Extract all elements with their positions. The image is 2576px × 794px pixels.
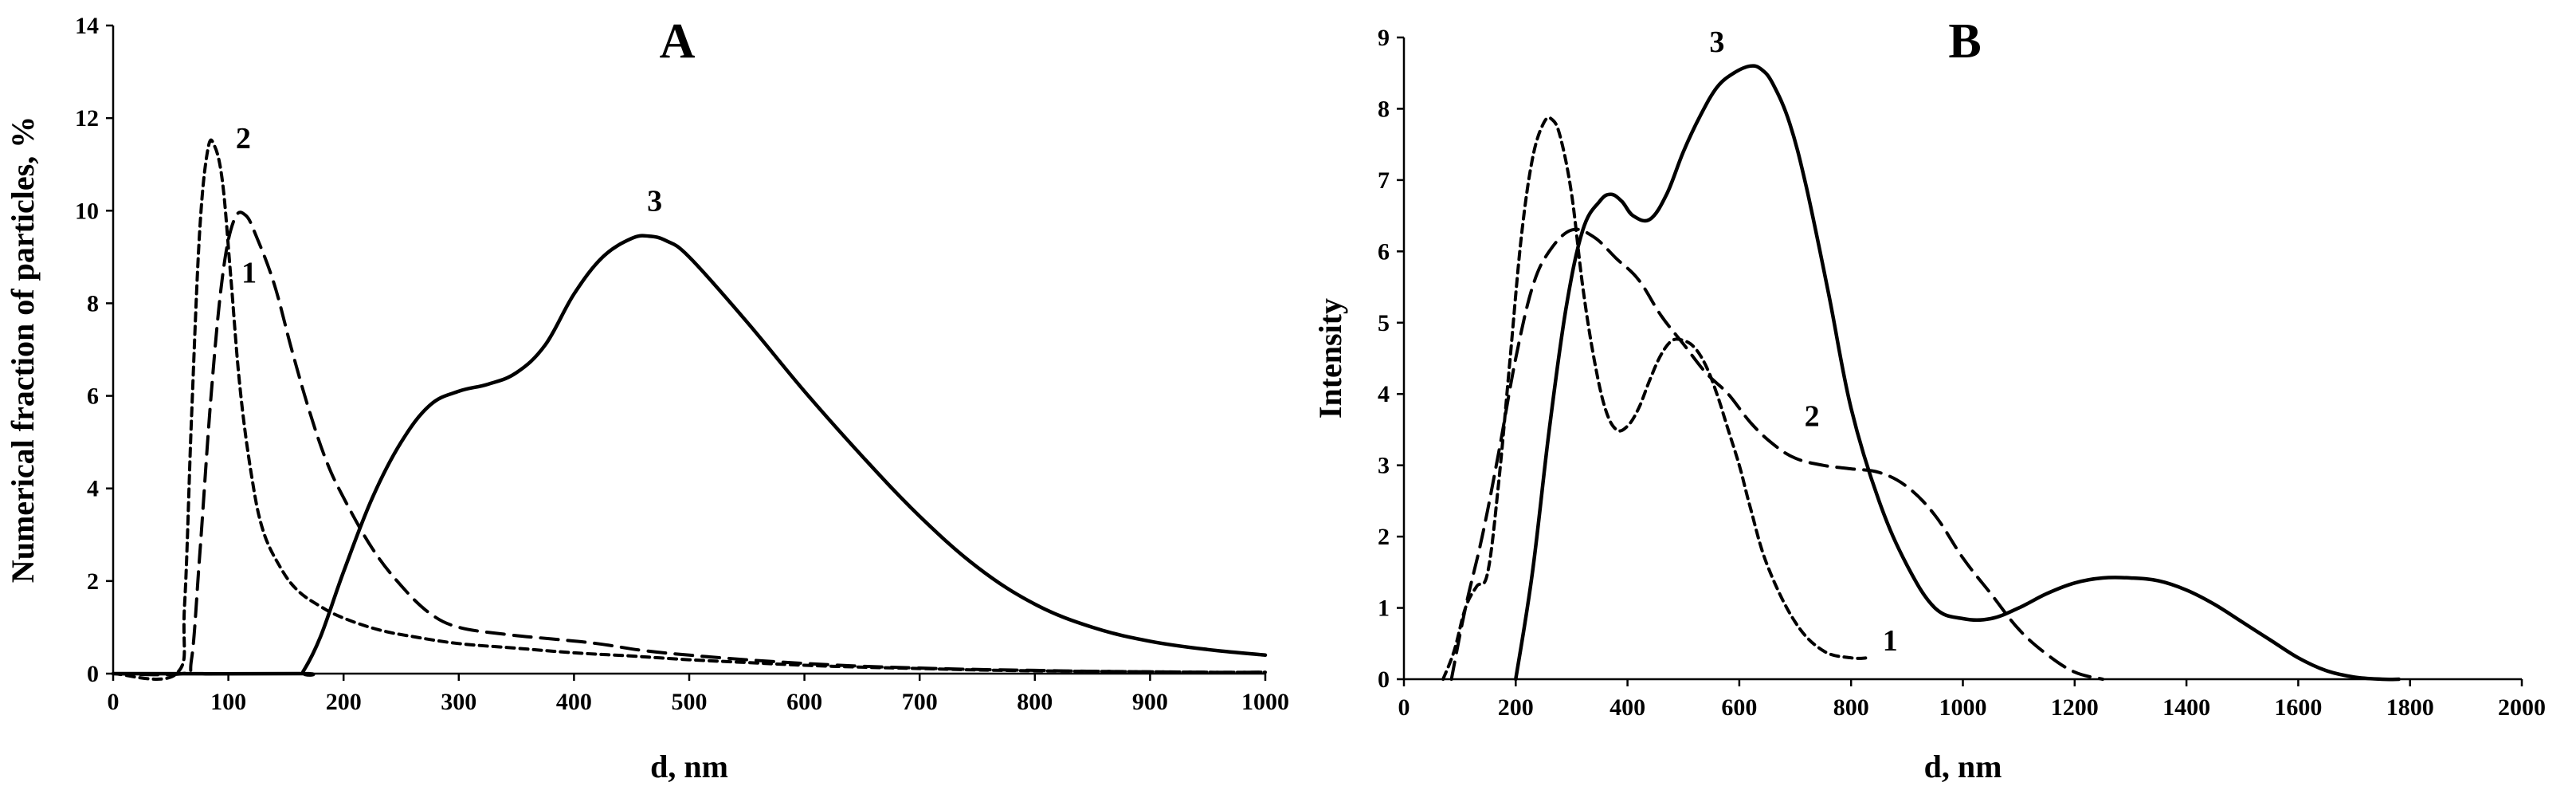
y-axis-title: Numerical fraction of particles, % [5, 116, 41, 583]
y-tick-label: 0 [87, 661, 99, 687]
y-tick-label: 3 [1378, 453, 1390, 479]
x-tick-label: 800 [1833, 694, 1869, 721]
series-line-3 [1514, 64, 2401, 682]
y-tick-label: 6 [87, 383, 99, 410]
y-axis-title: Intensity [1312, 298, 1348, 419]
x-tick-label: 200 [326, 689, 362, 715]
x-tick-label: 400 [1610, 694, 1645, 721]
x-tick-label: 1400 [2162, 694, 2210, 721]
x-tick-label: 1000 [1939, 694, 1987, 721]
x-tick-label: 800 [1017, 689, 1053, 715]
y-tick-label: 8 [1378, 96, 1390, 122]
series-line-3 [111, 234, 1268, 677]
curve-label-2: 2 [236, 122, 251, 155]
x-tick-label: 300 [441, 689, 476, 715]
x-tick-label: 200 [1498, 694, 1534, 721]
curve-label-1: 1 [1883, 624, 1898, 658]
x-tick-label: 600 [786, 689, 822, 715]
y-tick-label: 0 [1378, 666, 1390, 693]
panel-title: B [1948, 14, 1981, 69]
y-tick-label: 2 [1378, 524, 1390, 550]
x-tick-label: 500 [672, 689, 708, 715]
y-tick-label: 14 [75, 13, 99, 39]
y-tick-label: 7 [1378, 167, 1390, 194]
curve-label-1: 1 [241, 256, 257, 289]
y-tick-label: 2 [87, 568, 99, 595]
y-tick-label: 5 [1378, 310, 1390, 336]
x-tick-label: 400 [556, 689, 592, 715]
panel-title: A [660, 14, 696, 69]
x-tick-label: 1600 [2274, 694, 2322, 721]
x-tick-label: 1200 [2051, 694, 2099, 721]
y-tick-label: 4 [1378, 381, 1390, 407]
y-tick-label: 6 [1378, 238, 1390, 265]
y-tick-label: 1 [1378, 596, 1390, 622]
y-tick-label: 12 [75, 105, 99, 132]
x-tick-label: 100 [210, 689, 246, 715]
x-tick-label: 0 [108, 689, 120, 715]
x-axis-title: d, nm [1924, 749, 2002, 784]
y-tick-label: 8 [87, 290, 99, 316]
x-tick-label: 1800 [2386, 694, 2434, 721]
series-line-2 [1449, 227, 2104, 681]
x-tick-label: 0 [1398, 694, 1410, 721]
curve-label-3: 3 [1709, 26, 1724, 59]
curve-label-3: 3 [647, 184, 662, 218]
x-tick-label: 1000 [1241, 689, 1289, 715]
x-tick-label: 600 [1721, 694, 1757, 721]
series-line-1 [112, 210, 1267, 677]
x-tick-label: 2000 [2498, 694, 2546, 721]
panel-a: 0 100 200 300 400 500 600 700 800 900 1000 0 2 4 6 8 10 1… [5, 13, 1289, 784]
y-tick-label: 4 [87, 476, 99, 502]
y-tick-label: 10 [75, 198, 99, 224]
y-tick-label: 9 [1378, 25, 1390, 51]
x-tick-label: 900 [1132, 689, 1168, 715]
curve-label-2: 2 [1805, 399, 1820, 433]
panel-b: 0 200 400 600 800 1000 1200 1400 1600 1800 2000 0 1 2… [1312, 14, 2546, 784]
series-line-2 [112, 138, 1267, 681]
x-tick-label: 700 [902, 689, 938, 715]
x-axis-title: d, nm [650, 749, 728, 784]
